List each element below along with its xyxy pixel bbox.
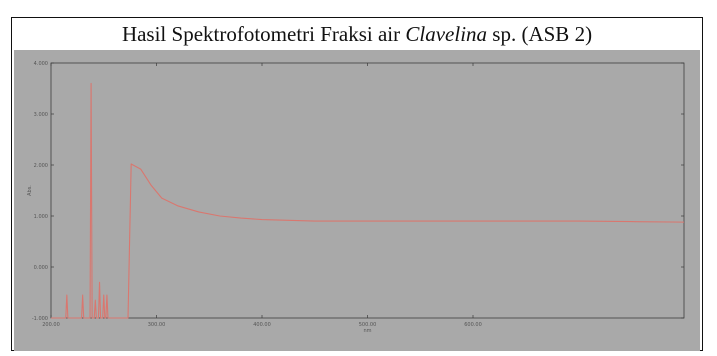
plot-background (14, 50, 700, 351)
chart-title: Hasil Spektrofotometri Fraksi air Clavel… (11, 21, 703, 47)
y-axis-label: Abs. (27, 185, 33, 196)
y-tick-label: 2.000 (34, 163, 48, 169)
x-tick-label: 600.00 (464, 322, 482, 328)
y-tick-label: 3.000 (34, 112, 48, 118)
y-tick-label: 0.000 (34, 265, 48, 271)
x-tick-label: 500.00 (359, 322, 377, 328)
chart-title-prefix: Hasil Spektrofotometri Fraksi air (121, 22, 406, 46)
chart-title-species: Clavelina (405, 22, 488, 46)
x-axis-label: nm (363, 328, 371, 334)
x-tick-label: 200.00 (42, 322, 60, 328)
y-tick-label: 4.000 (34, 61, 48, 67)
x-tick-label: 400.00 (253, 322, 271, 328)
chart-title-suffix: sp. (ASB 2) (487, 22, 593, 46)
y-tick-label: -1.000 (32, 316, 48, 322)
x-tick-label: 300.00 (148, 322, 166, 328)
absorbance-line (51, 82, 685, 319)
y-tick-label: 1.000 (34, 214, 48, 220)
